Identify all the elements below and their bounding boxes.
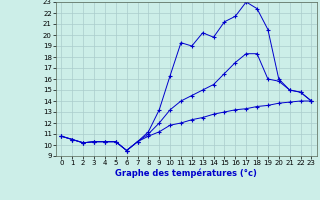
X-axis label: Graphe des températures (°c): Graphe des températures (°c) [116, 169, 257, 178]
